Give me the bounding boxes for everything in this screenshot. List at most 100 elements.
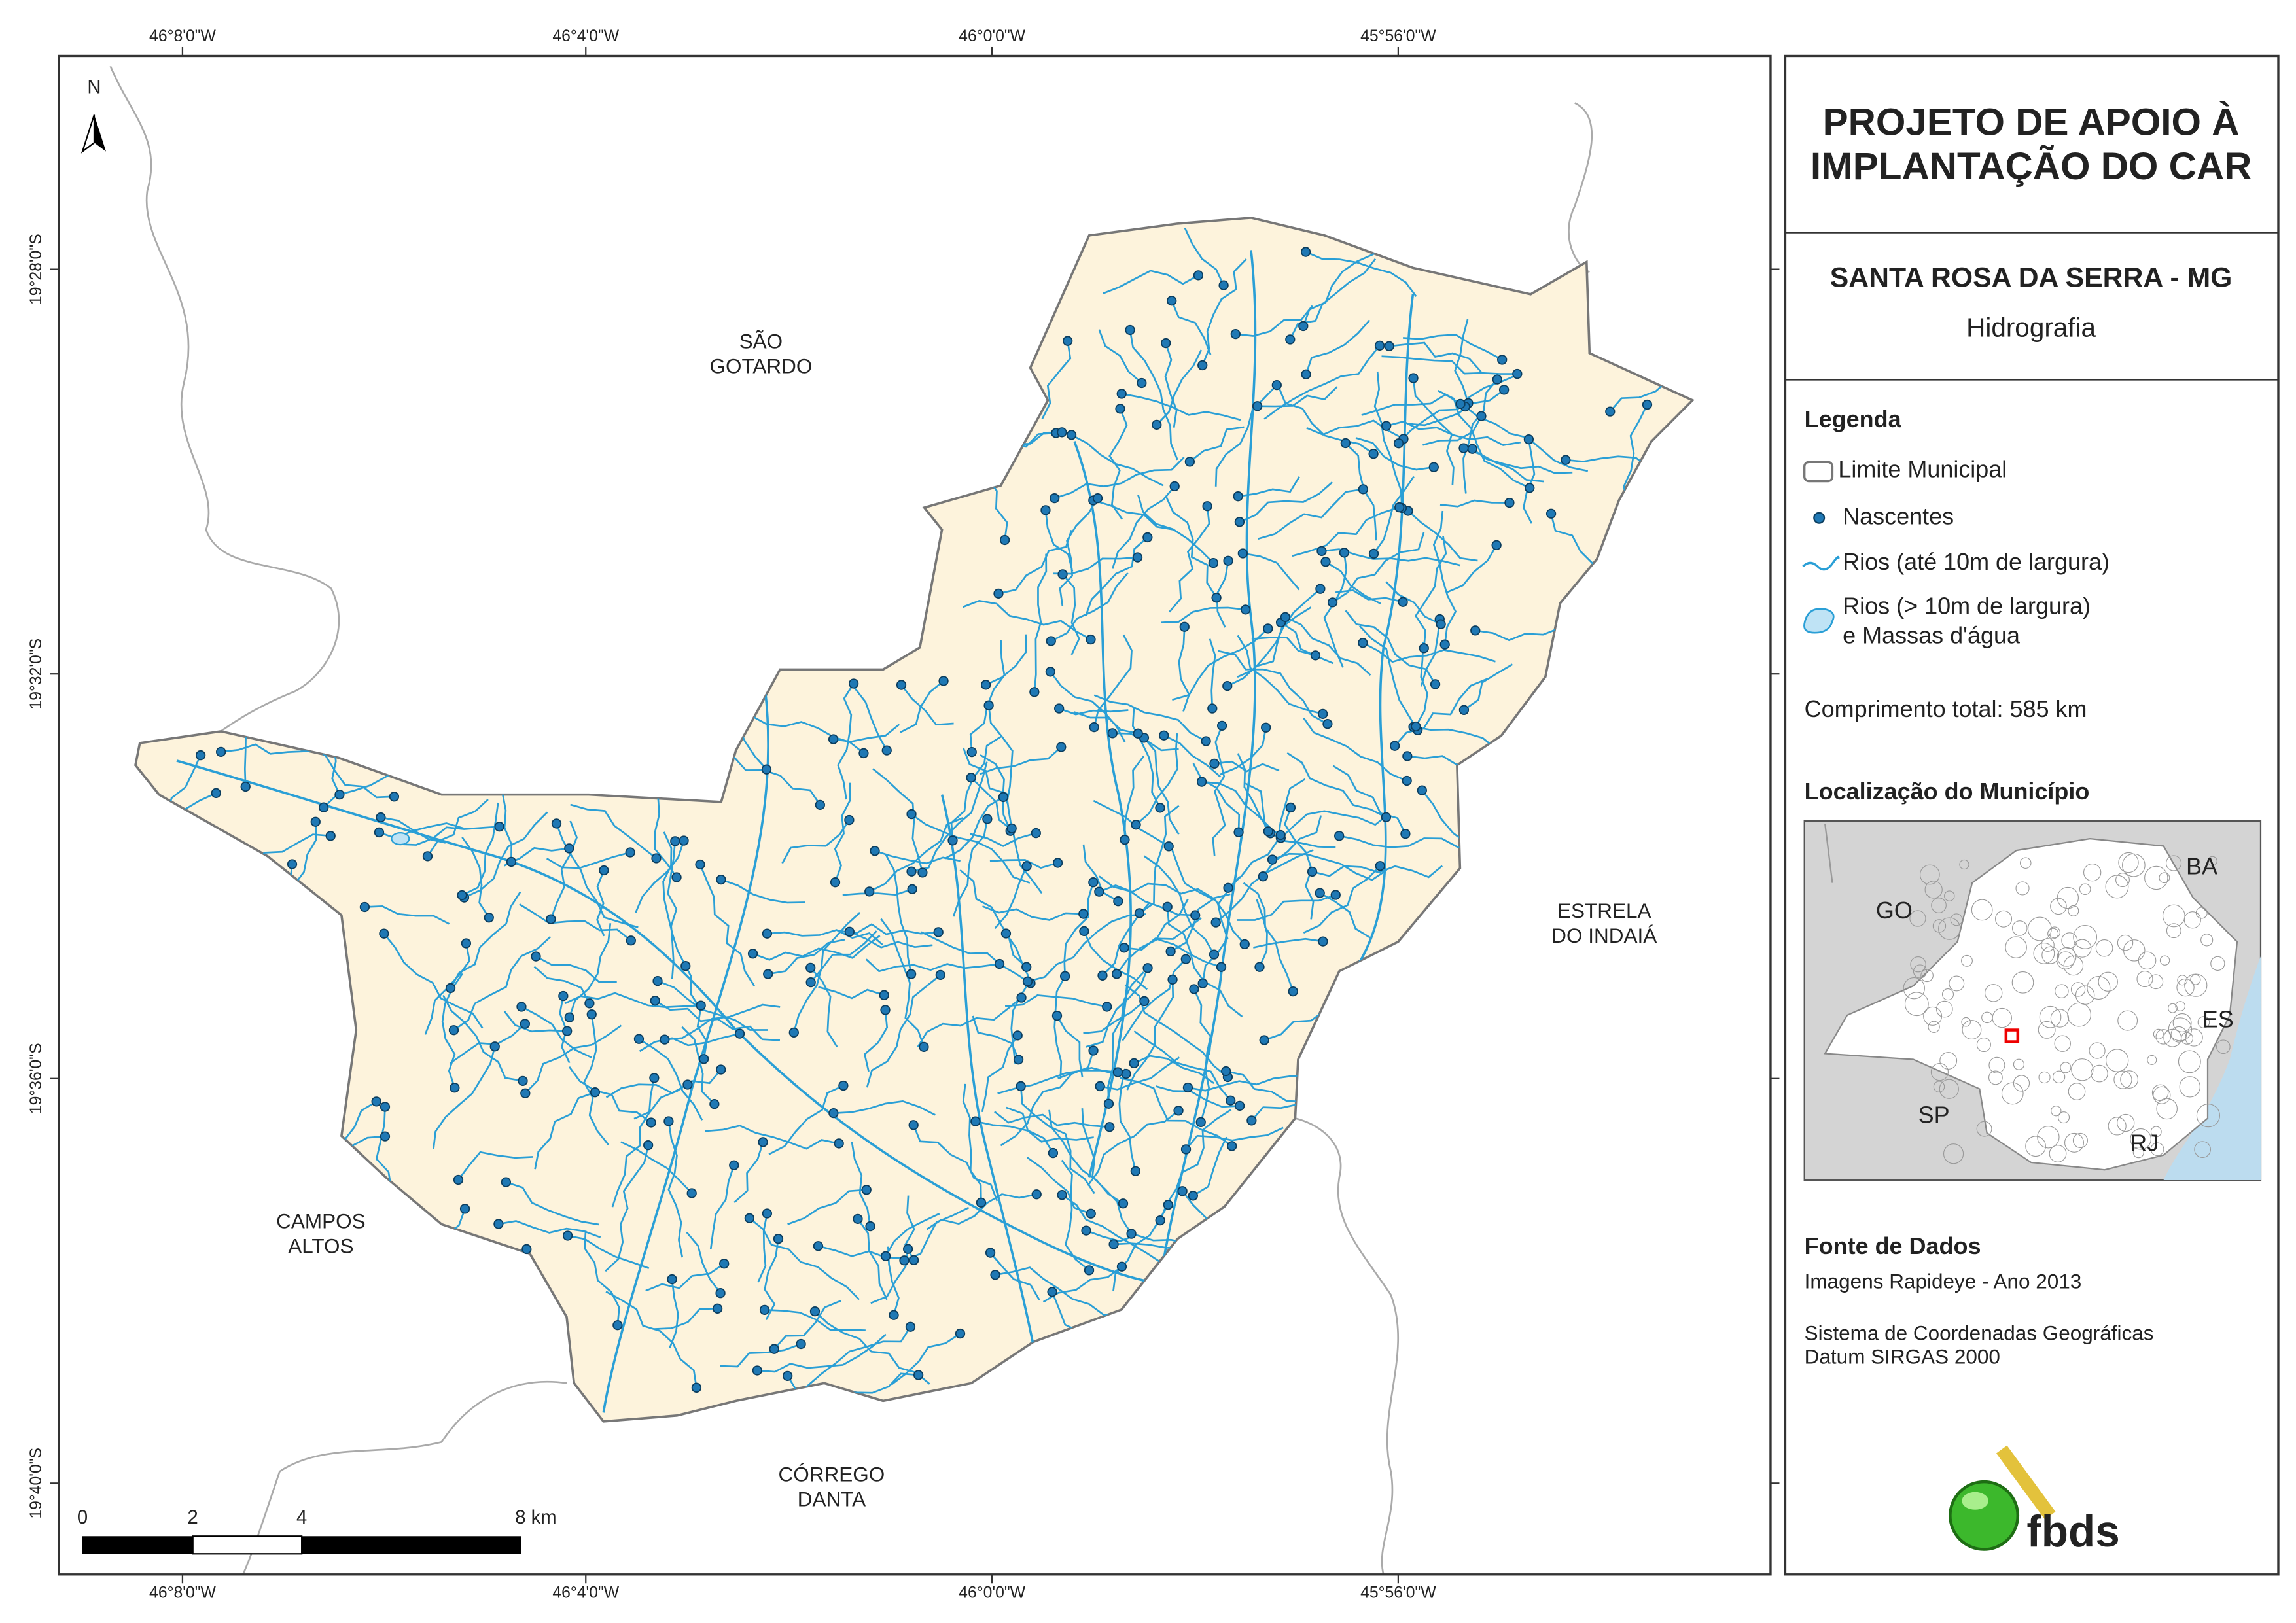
spring bbox=[1063, 336, 1073, 346]
spring bbox=[520, 1088, 531, 1098]
river bbox=[842, 888, 913, 896]
river bbox=[1550, 513, 1594, 565]
spring bbox=[917, 867, 928, 878]
inset-municipality bbox=[2136, 970, 2153, 988]
spring bbox=[1057, 1190, 1067, 1200]
river bbox=[653, 1307, 718, 1330]
river bbox=[1332, 765, 1407, 835]
spring bbox=[1193, 270, 1204, 281]
river bbox=[1192, 763, 1241, 833]
spring bbox=[1092, 493, 1103, 504]
spring bbox=[1233, 491, 1243, 502]
spring bbox=[782, 1370, 793, 1381]
spring bbox=[1139, 996, 1150, 1007]
inset-municipality bbox=[2073, 924, 2098, 949]
river bbox=[1422, 415, 1483, 446]
inset-municipality bbox=[2050, 898, 2067, 915]
inset-municipality bbox=[1939, 1079, 1959, 1099]
scale-label: 4 bbox=[296, 1507, 307, 1528]
coord-bottom: 46°4'0"W bbox=[552, 1584, 619, 1602]
spring bbox=[864, 886, 875, 897]
inset-municipality bbox=[2073, 939, 2092, 958]
river bbox=[1463, 447, 1544, 483]
river bbox=[1085, 536, 1148, 617]
spring bbox=[564, 843, 574, 854]
spring bbox=[805, 977, 816, 988]
spring bbox=[1045, 667, 1056, 677]
river bbox=[1093, 694, 1207, 742]
river bbox=[1446, 544, 1498, 593]
inset-municipality bbox=[1933, 1081, 1945, 1092]
spring bbox=[815, 799, 825, 811]
inset-municipality bbox=[2095, 939, 2113, 957]
inset-municipality bbox=[2038, 1071, 2051, 1084]
spring bbox=[1390, 741, 1400, 751]
inset-municipality bbox=[2168, 1017, 2193, 1041]
spring bbox=[1470, 625, 1481, 636]
spring bbox=[1129, 1058, 1139, 1069]
river bbox=[1325, 561, 1381, 605]
river bbox=[1133, 1030, 1231, 1102]
spring bbox=[899, 1255, 910, 1266]
river bbox=[1059, 497, 1099, 606]
spring bbox=[558, 990, 569, 1002]
spring bbox=[1512, 368, 1523, 379]
spring bbox=[1052, 858, 1063, 868]
inset-municipality bbox=[2150, 1126, 2162, 1138]
place-label: SÃO bbox=[739, 329, 783, 353]
spring bbox=[907, 884, 917, 894]
spring bbox=[999, 534, 1010, 546]
source-line: Datum SIRGAS 2000 bbox=[1805, 1344, 2000, 1368]
river bbox=[1472, 448, 1573, 474]
spring bbox=[1394, 502, 1405, 513]
inset-municipality bbox=[2015, 881, 2030, 896]
river bbox=[450, 891, 521, 989]
place-label: CÓRREGO bbox=[779, 1462, 885, 1486]
inset-municipality bbox=[2207, 856, 2217, 866]
river bbox=[1137, 495, 1214, 564]
river bbox=[596, 869, 605, 937]
river bbox=[1164, 343, 1178, 428]
inset-municipality bbox=[2130, 1128, 2151, 1150]
spring bbox=[1012, 1030, 1023, 1041]
north-label: N bbox=[87, 77, 101, 98]
spring bbox=[1252, 401, 1263, 411]
spring bbox=[982, 814, 993, 824]
spring bbox=[422, 851, 433, 862]
spring bbox=[1184, 457, 1195, 467]
inset-municipality bbox=[2172, 1013, 2192, 1032]
coord-bottom: 46°0'0"W bbox=[959, 1584, 1025, 1602]
inset-municipality bbox=[2156, 1098, 2178, 1120]
spring bbox=[796, 1338, 806, 1350]
river bbox=[1214, 760, 1280, 773]
spring bbox=[651, 853, 662, 864]
inset-municipality bbox=[2098, 971, 2118, 992]
river bbox=[1083, 930, 1148, 990]
river bbox=[1189, 426, 1245, 462]
spring bbox=[1134, 908, 1145, 918]
spring bbox=[902, 1244, 913, 1254]
river bbox=[449, 1023, 526, 1064]
spring bbox=[908, 1255, 919, 1265]
spring bbox=[1116, 1261, 1127, 1272]
spring bbox=[1375, 861, 1385, 871]
river bbox=[1156, 349, 1203, 426]
inset-municipality bbox=[2176, 978, 2195, 997]
river bbox=[1243, 552, 1300, 591]
spring bbox=[1261, 722, 1271, 733]
inset-municipalities bbox=[1903, 852, 2231, 1164]
spring bbox=[1307, 866, 1318, 877]
spring bbox=[211, 788, 221, 799]
spring bbox=[905, 1321, 916, 1332]
spring bbox=[1189, 984, 1199, 994]
spring bbox=[1222, 680, 1233, 691]
legend-label: Rios (até 10m de largura) bbox=[1843, 548, 2110, 575]
spring bbox=[1315, 584, 1326, 594]
river bbox=[880, 918, 925, 1047]
spring bbox=[1280, 612, 1291, 623]
inset-municipality bbox=[1904, 992, 1929, 1017]
spring bbox=[1223, 882, 1233, 893]
spring bbox=[985, 1248, 996, 1258]
river bbox=[453, 935, 552, 1031]
spring bbox=[938, 676, 949, 686]
